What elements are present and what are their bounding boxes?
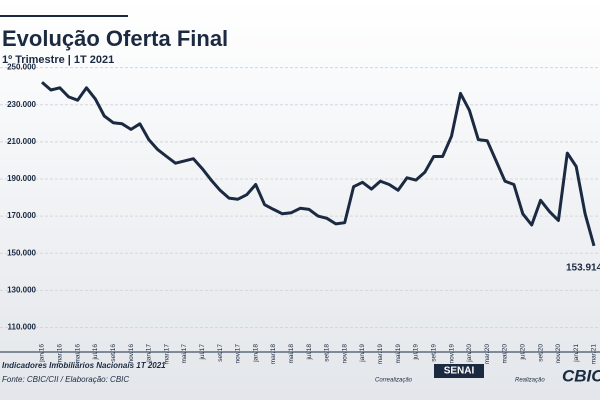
source: Fonte: CBIC/CII / Elaboração: CBIC xyxy=(2,375,129,384)
y-tick-label: 110.000 xyxy=(8,323,37,332)
chart-title: Evolução Oferta Final xyxy=(2,26,228,51)
real-logo: CBIC xyxy=(562,366,600,385)
x-tick-label: nov/16 xyxy=(128,344,135,364)
x-tick-label: jul/16 xyxy=(92,344,99,361)
senai-logo-box xyxy=(434,364,484,378)
x-tick-label: mar/21 xyxy=(591,344,598,365)
x-tick-label: jul/20 xyxy=(519,344,526,361)
y-tick-label: 130.000 xyxy=(7,285,36,294)
x-tick-label: mai/17 xyxy=(181,344,188,364)
x-tick-label: mar/19 xyxy=(377,344,384,365)
real-label: Realização xyxy=(515,378,545,384)
x-tick-label: nov/20 xyxy=(555,344,562,364)
x-tick-label: mai/16 xyxy=(74,344,81,364)
value-label: 153.914 xyxy=(566,263,600,274)
x-tick-label: jan/21 xyxy=(573,344,580,363)
y-tick-label: 230.000 xyxy=(7,100,36,109)
x-tick-label: jul/19 xyxy=(413,344,420,361)
co-logo: SENAI xyxy=(444,366,475,377)
x-tick-label: set/18 xyxy=(324,344,331,362)
co-label: Correalização xyxy=(375,378,413,384)
x-tick-label: set/19 xyxy=(430,344,437,362)
y-tick-label: 150.000 xyxy=(7,248,36,257)
y-tick-label: 190.000 xyxy=(7,174,36,183)
x-tick-label: mar/17 xyxy=(163,344,170,365)
y-tick-label: 210.000 xyxy=(7,137,36,146)
x-tick-label: jul/17 xyxy=(199,344,206,361)
x-tick-label: jan/20 xyxy=(466,344,473,363)
chart-subtitle: 1º Trimestre | 1T 2021 xyxy=(2,54,114,66)
x-tick-label: set/16 xyxy=(110,344,117,362)
x-tick-label: jan/18 xyxy=(252,344,259,363)
x-tick-label: jul/18 xyxy=(306,344,313,361)
source-title: Indicadores Imobiliários Nacionais 1T 20… xyxy=(2,361,166,370)
x-tick-label: jan/16 xyxy=(39,344,46,363)
x-tick-label: nov/19 xyxy=(448,344,455,364)
x-tick-label: nov/17 xyxy=(235,344,242,364)
y-tick-label: 170.000 xyxy=(7,211,36,220)
x-tick-label: set/17 xyxy=(217,344,224,362)
line xyxy=(41,81,596,247)
x-tick-label: mai/19 xyxy=(395,344,402,364)
x-tick-label: mai/18 xyxy=(288,344,295,364)
x-tick-label: jan/17 xyxy=(146,344,153,363)
x-tick-label: set/20 xyxy=(537,344,544,362)
x-tick-label: mar/16 xyxy=(57,344,64,365)
x-tick-label: mar/18 xyxy=(270,344,277,365)
x-tick-label: jan/19 xyxy=(359,344,366,363)
y-tick-label: 250.000 xyxy=(7,63,36,72)
x-tick-label: mar/20 xyxy=(484,344,491,365)
x-tick-label: nov/18 xyxy=(341,344,348,364)
x-tick-label: mai/20 xyxy=(502,344,509,364)
